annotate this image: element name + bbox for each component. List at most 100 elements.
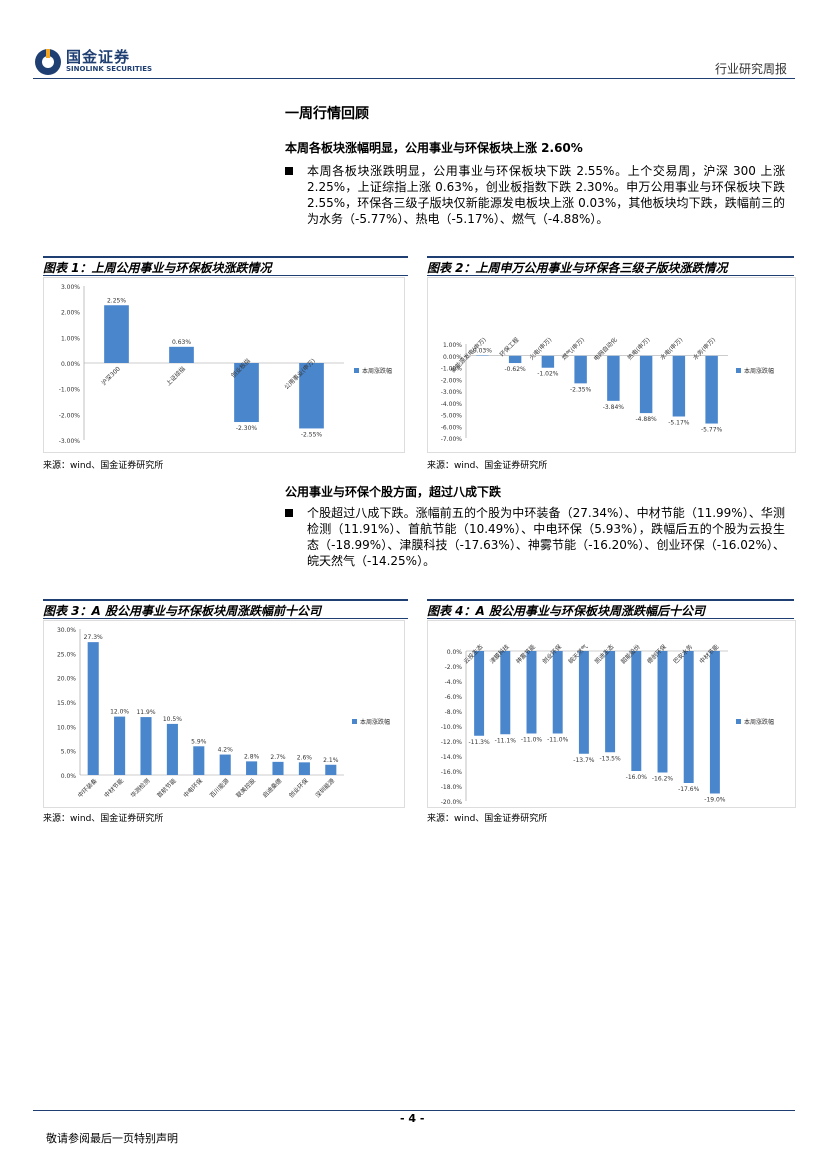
paragraph-1: 本周各板块涨跌明显，公用事业与环保板块下跌 2.55%。上个交易周，沪深 300… bbox=[285, 163, 785, 227]
data-label: 12.0% bbox=[110, 709, 129, 716]
legend-label: 本周涨跌幅 bbox=[360, 718, 390, 726]
bar bbox=[140, 717, 152, 775]
figure-3-source: 来源：wind、国金证券研究所 bbox=[43, 814, 164, 824]
data-label: 5.9% bbox=[191, 738, 207, 745]
figure-3-title: 图表 3：A 股公用事业与环保板块周涨跌幅前十公司 bbox=[43, 599, 408, 619]
data-label: 0.03% bbox=[473, 347, 492, 354]
bar bbox=[631, 651, 642, 771]
y-tick-label: 0.0% bbox=[61, 773, 77, 780]
paragraph-2: 个股超过八成下跌。涨幅前五的个股为中环装备（27.34%）、中材节能（11.99… bbox=[285, 505, 785, 569]
data-label: -19.0% bbox=[704, 797, 726, 804]
bar bbox=[169, 346, 194, 363]
figure-4-chart: 0.0% -2.0% -4.0% -6.0% -8.0% -10.0% -12.0% -14.… bbox=[427, 620, 796, 808]
data-label: -2.35% bbox=[570, 386, 592, 393]
y-tick-label: -1.00% bbox=[59, 387, 81, 394]
y-tick-label: -16.0% bbox=[441, 769, 463, 776]
y-tick-label: 0.00% bbox=[61, 361, 80, 368]
figure-4-title: 图表 4：A 股公用事业与环保板块周涨跌幅后十公司 bbox=[427, 599, 794, 619]
bar bbox=[657, 651, 668, 773]
bar bbox=[552, 651, 563, 734]
data-label: 27.3% bbox=[84, 634, 103, 641]
y-tick-label: -10.0% bbox=[441, 724, 463, 731]
report-type-label: 行业研究周报 bbox=[714, 62, 787, 76]
data-label: 2.7% bbox=[270, 754, 286, 761]
category-label: 深圳能源 bbox=[314, 777, 337, 800]
data-label: 11.9% bbox=[136, 709, 155, 716]
category-label: 华测检测 bbox=[129, 777, 152, 800]
bar bbox=[299, 363, 324, 429]
paragraph-1-text: 本周各板块涨跌明显，公用事业与环保板块下跌 2.55%。上个交易周，沪深 300… bbox=[307, 164, 785, 226]
category-label: 环保工程 bbox=[498, 336, 521, 359]
logo bbox=[33, 45, 153, 77]
data-label: -13.7% bbox=[573, 757, 595, 764]
category-label: 百川能源 bbox=[208, 777, 231, 800]
subheading-1: 本周各板块涨幅明显，公用事业与环保板块上涨 2.60% bbox=[285, 141, 583, 155]
y-tick-label: 2.00% bbox=[61, 310, 80, 317]
bar bbox=[683, 651, 694, 783]
data-label: 2.8% bbox=[244, 753, 260, 760]
category-label: 中电环保 bbox=[182, 777, 205, 800]
y-tick-label: 0.0% bbox=[447, 649, 463, 656]
y-tick-label: 10.0% bbox=[57, 724, 76, 731]
bar bbox=[508, 355, 522, 364]
data-label: 2.1% bbox=[323, 757, 339, 764]
data-label: 2.25% bbox=[107, 297, 126, 304]
category-label: 沪深300 bbox=[100, 365, 122, 387]
category-label: 中材节能 bbox=[102, 777, 125, 800]
logo-en-text: SINOLINK SECURITIES bbox=[66, 65, 153, 73]
bar bbox=[87, 642, 99, 775]
figure-2-svg: 1.00% 0.00% -1.00% -2.00% -3.00% -4.00% -5.00%… bbox=[441, 336, 774, 443]
category-label: 首航节能 bbox=[155, 777, 178, 800]
y-tick-label: -14.0% bbox=[441, 754, 463, 761]
legend-label: 本周涨跌幅 bbox=[744, 367, 774, 375]
y-tick-label: 1.00% bbox=[61, 335, 80, 342]
figure-1-title: 图表 1：上周公用事业与环保板块涨跌情况 bbox=[43, 256, 408, 276]
bar bbox=[114, 716, 126, 775]
y-tick-label: 3.00% bbox=[61, 284, 80, 291]
bar bbox=[474, 651, 485, 736]
category-label: 创业环保 bbox=[287, 777, 310, 800]
y-tick-label: -1.00% bbox=[441, 366, 463, 373]
legend-label: 本周涨跌幅 bbox=[744, 718, 774, 726]
data-label: -1.02% bbox=[537, 371, 559, 378]
page-number: - 4 - bbox=[400, 1112, 425, 1125]
subheading-2: 公用事业与环保个股方面，超过八成下跌 bbox=[285, 485, 502, 499]
y-tick-label: -8.0% bbox=[445, 709, 463, 716]
data-label: -5.17% bbox=[668, 419, 690, 426]
category-label: 中环装备 bbox=[76, 777, 99, 800]
y-tick-label: -7.00% bbox=[441, 436, 463, 443]
data-label: 2.6% bbox=[297, 754, 313, 761]
footer-divider bbox=[33, 1110, 795, 1111]
logo-cn-text: 国金证券 bbox=[66, 48, 131, 66]
paragraph-2-text: 个股超过八成下跌。涨幅前五的个股为中环装备（27.34%）、中材节能（11.99… bbox=[307, 506, 785, 568]
bar bbox=[705, 355, 718, 424]
y-tick-label: -6.0% bbox=[445, 694, 463, 701]
data-label: -17.6% bbox=[678, 786, 700, 793]
bullet-square-icon bbox=[285, 167, 293, 175]
data-label: -11.0% bbox=[547, 737, 569, 744]
data-label: -5.77% bbox=[701, 427, 723, 434]
figure-1-source: 来源：wind、国金证券研究所 bbox=[43, 461, 164, 471]
y-tick-label: -2.0% bbox=[445, 664, 463, 671]
bar bbox=[325, 764, 337, 775]
y-tick-label: 30.0% bbox=[57, 627, 76, 634]
y-tick-label: 0.00% bbox=[443, 354, 462, 361]
figure-2-chart: 1.00% 0.00% -1.00% -2.00% -3.00% -4.00% -5.00%… bbox=[427, 277, 796, 453]
bar bbox=[104, 305, 129, 363]
data-label: -16.2% bbox=[652, 776, 674, 783]
bullet-square-icon bbox=[285, 509, 293, 517]
category-label: 联美控股 bbox=[234, 777, 257, 800]
data-label: 0.63% bbox=[172, 339, 191, 346]
bar bbox=[672, 355, 686, 417]
y-tick-label: -12.0% bbox=[441, 739, 463, 746]
category-label: 启迪桑德 bbox=[261, 777, 284, 800]
y-tick-label: -2.00% bbox=[59, 412, 81, 419]
figure-4-svg: 0.0% -2.0% -4.0% -6.0% -8.0% -10.0% -12.0% -14.… bbox=[441, 643, 774, 806]
y-tick-label: -3.00% bbox=[441, 389, 463, 396]
figure-3-svg: 30.0% 25.0% 20.0% 15.0% 10.0% 5.0% 0.0% 27.3% 中环… bbox=[57, 627, 390, 800]
y-tick-label: -3.00% bbox=[59, 438, 81, 445]
figure-2-source: 来源：wind、国金证券研究所 bbox=[427, 461, 548, 471]
header-divider bbox=[33, 78, 795, 79]
section-title: 一周行情回顾 bbox=[285, 106, 369, 122]
legend-swatch bbox=[352, 719, 357, 724]
